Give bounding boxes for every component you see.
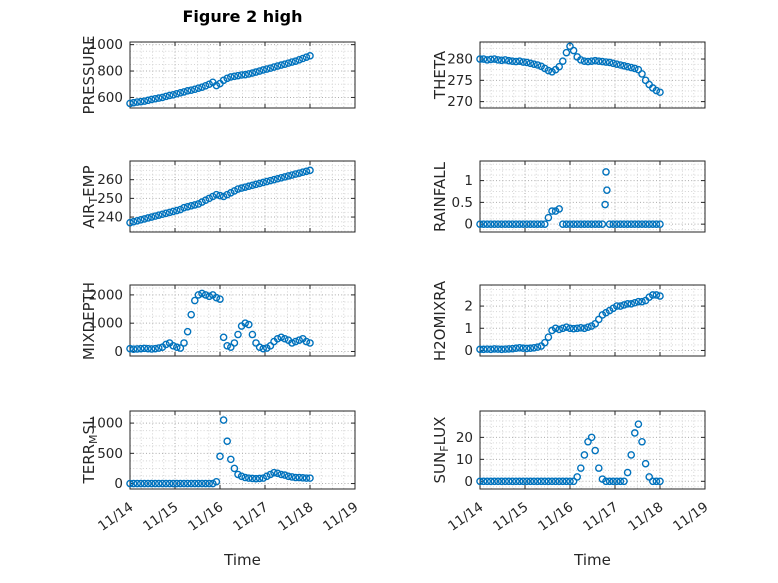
svg-text:600: 600 [97, 90, 123, 106]
svg-text:0: 0 [464, 343, 473, 359]
svg-text:275: 275 [447, 73, 473, 89]
svg-text:250: 250 [97, 191, 123, 207]
data-series-terr-msl [126, 416, 314, 488]
svg-text:0: 0 [114, 344, 123, 360]
svg-text:1: 1 [464, 321, 473, 337]
ylabel-air-temp-pre: AIR [80, 203, 98, 229]
svg-text:800: 800 [97, 64, 123, 80]
svg-text:10: 10 [456, 452, 473, 468]
svg-text:11/14: 11/14 [445, 499, 486, 534]
subplot-pressure: 600 800 1000 [89, 37, 356, 109]
svg-text:2: 2 [464, 299, 473, 315]
svg-text:270: 270 [447, 94, 473, 110]
ylabel-air-temp-sub: T [87, 196, 100, 204]
svg-text:20: 20 [456, 430, 473, 446]
svg-text:11/19: 11/19 [670, 499, 711, 534]
data-series-sun-flux [476, 420, 664, 486]
ylabel-theta: THETA [431, 51, 451, 99]
ylabel-h2omixra-pre: H2OMIXRA [431, 280, 449, 362]
subplot-sun-flux: 0 10 20 11/14 11/15 11/16 11/17 11/18 11/19 [445, 410, 711, 535]
subplot-mixdepth: 0 1000 2000 [89, 284, 356, 360]
data-series-theta [476, 42, 664, 97]
svg-text:280: 280 [447, 52, 473, 68]
svg-text:0: 0 [114, 476, 123, 492]
data-series-air-temp [126, 166, 314, 227]
ylabel-air-temp-post: EMP [80, 165, 98, 197]
svg-text:11/14: 11/14 [95, 499, 136, 534]
data-series-rainfall [476, 168, 664, 228]
svg-text:11/18: 11/18 [625, 499, 666, 534]
ylabel-terr-msl: TERRMSL [80, 417, 100, 484]
svg-text:1000: 1000 [89, 316, 123, 332]
svg-text:0.5: 0.5 [452, 195, 473, 211]
svg-text:11/15: 11/15 [490, 499, 531, 534]
svg-text:0: 0 [464, 474, 473, 490]
ylabel-mixdepth: MIXDEPTH [80, 282, 100, 360]
ylabel-terr-msl-sub: M [87, 434, 100, 444]
ylabel-sun-flux-pre: SUN [431, 451, 449, 484]
svg-text:11/17: 11/17 [580, 499, 621, 534]
svg-text:11/15: 11/15 [140, 499, 181, 534]
svg-text:11/19: 11/19 [320, 499, 361, 534]
subplot-h2omixra: 0 1 2 [464, 284, 706, 359]
data-series-mixdepth [126, 289, 314, 354]
ylabel-sun-flux-post: LUX [431, 416, 449, 446]
svg-text:260: 260 [97, 172, 123, 188]
svg-text:11/18: 11/18 [275, 499, 316, 534]
data-series-pressure [126, 52, 314, 108]
ylabel-rainfall-pre: RAINFALL [431, 162, 449, 232]
svg-text:1000: 1000 [89, 37, 123, 53]
svg-text:11/16: 11/16 [535, 499, 576, 534]
ylabel-h2omixra: H2OMIXRA [431, 281, 451, 361]
ylabel-pressure-pre: PRESSURE [80, 35, 98, 115]
xlabel-time-right: Time [574, 551, 611, 569]
ylabel-mixdepth-pre: MIXDEPTH [80, 281, 98, 361]
svg-text:11/17: 11/17 [230, 499, 271, 534]
subplot-terr-msl: 0 500 1000 11/14 11/15 11/16 11/17 11/18 11/19 [89, 410, 361, 535]
ylabel-pressure: PRESSURE [80, 36, 100, 115]
subplot-theta: 270 275 280 [447, 41, 706, 110]
ylabel-theta-pre: THETA [431, 50, 449, 100]
ylabel-terr-msl-pre: TERR [80, 443, 98, 484]
svg-text:11/16: 11/16 [185, 499, 226, 534]
subplot-air-temp: 240 250 260 [97, 160, 356, 233]
ylabel-sun-flux-sub: F [438, 445, 451, 452]
ylabel-rainfall: RAINFALL [431, 162, 451, 232]
subplot-rainfall: 00.51 [452, 160, 706, 233]
svg-text:1000: 1000 [89, 416, 123, 432]
ylabel-air-temp: AIRTEMP [80, 165, 100, 228]
svg-text:240: 240 [97, 210, 123, 226]
figure-title: Figure 2 high [182, 7, 303, 26]
svg-text:2000: 2000 [89, 287, 123, 303]
xlabel-time-left: Time [224, 551, 261, 569]
data-series-h2omixra [476, 291, 664, 354]
ylabel-terr-msl-post: SL [80, 416, 98, 435]
svg-text:0: 0 [464, 217, 473, 233]
svg-text:500: 500 [97, 446, 123, 462]
ylabel-sun-flux: SUNFLUX [431, 417, 451, 484]
svg-text:1: 1 [464, 173, 473, 189]
